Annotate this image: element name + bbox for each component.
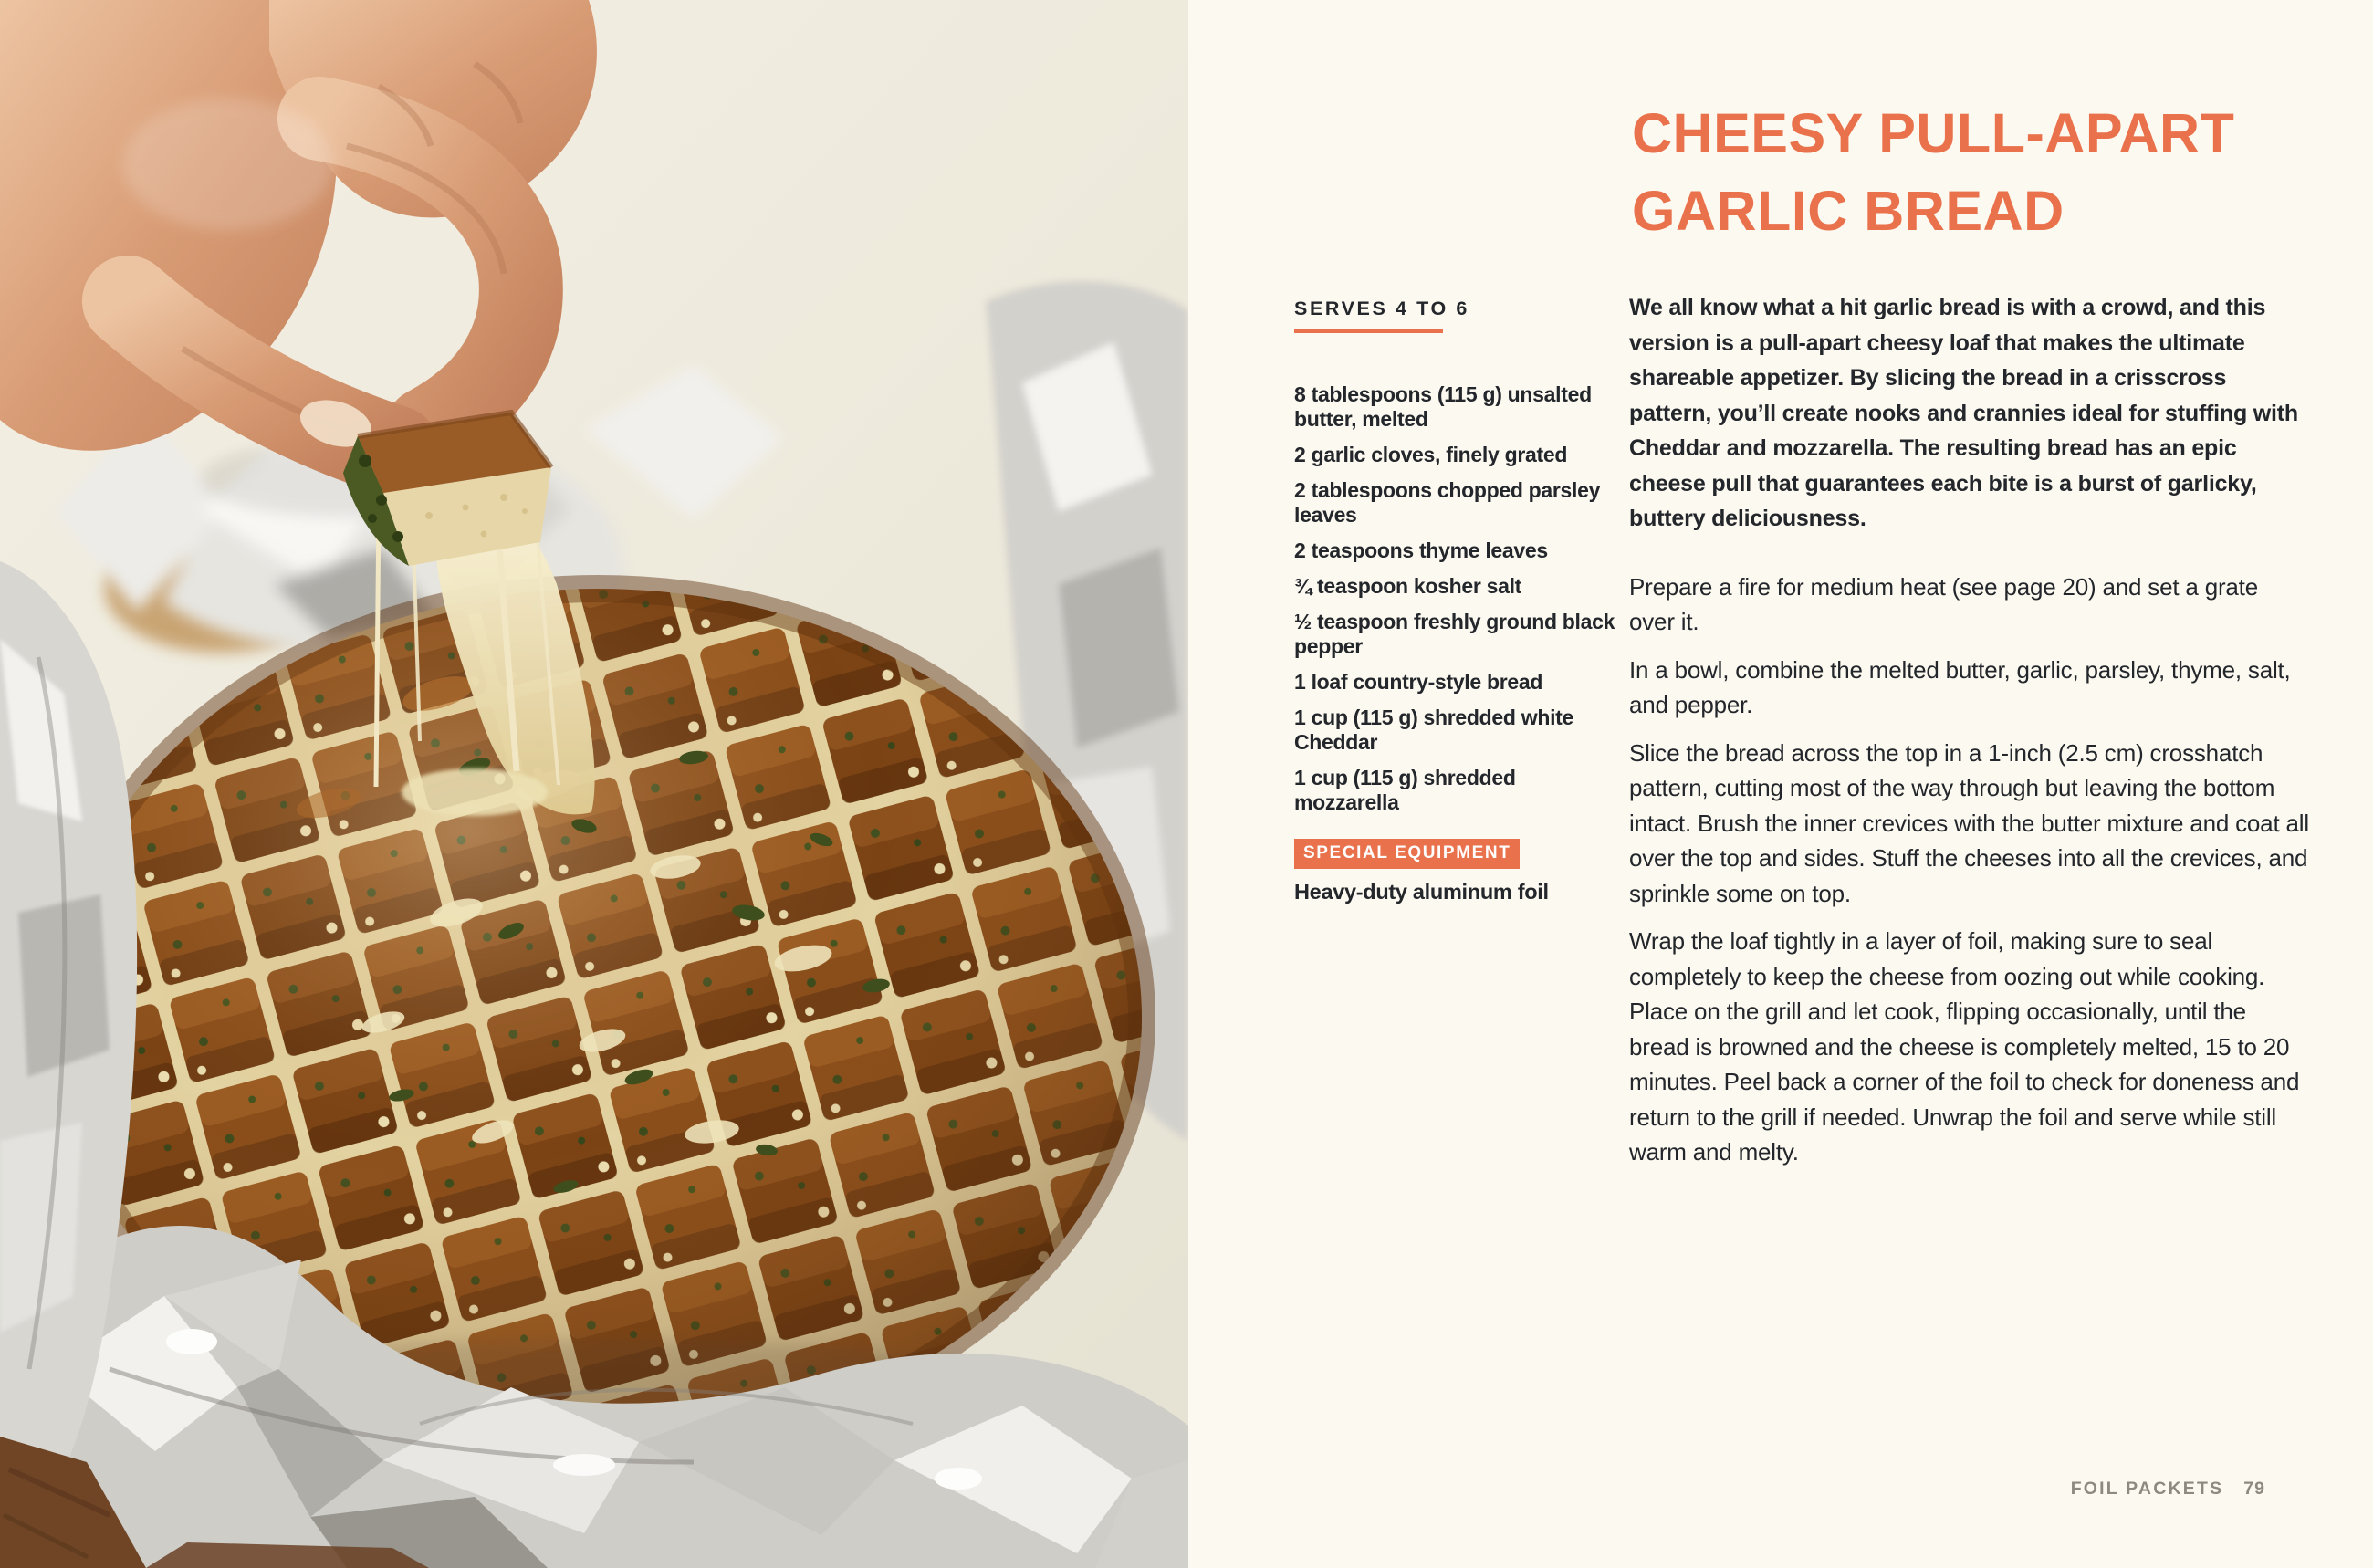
ingredient-item: 1 loaf country-style bread [1294, 669, 1543, 694]
special-equipment-item: Heavy-duty aluminum foil [1294, 879, 1549, 904]
page-footer: FOIL PACKETS 79 [2071, 1479, 2265, 1500]
method-column: We all know what a hit garlic bread is w… [1629, 290, 2309, 1183]
method-step: In a bowl, combine the melted butter, ga… [1629, 655, 2291, 719]
ingredient-item: 1 cup (115 g) shredded mozzarella [1294, 765, 1516, 814]
ingredient-item: 2 garlic cloves, finely grated [1294, 442, 1568, 466]
page-number: 79 [2243, 1479, 2265, 1499]
ingredients-column: SERVES 4 TO 6 8 tablespoons (115 g) unsa… [1294, 298, 1615, 904]
recipe-title-line1: CHEESY PULL-APART [1632, 102, 2235, 164]
skin-creases [181, 61, 524, 448]
ingredient-item: 1 cup (115 g) shredded white Cheddar [1294, 705, 1574, 754]
section-label: FOIL PACKETS [2070, 1479, 2224, 1499]
bread-cube-crumb [383, 467, 551, 566]
intro-paragraph: We all know what a hit garlic bread is w… [1629, 295, 2298, 531]
pulled-bread-piece [343, 409, 595, 816]
ingredient-item: 8 tablespoons (115 g) unsalted butter, m… [1294, 382, 1592, 431]
ingredients-list: 8 tablespoons (115 g) unsalted butter, m… [1294, 382, 1615, 815]
method-step: Prepare a fire for medium heat (see page… [1629, 572, 2258, 636]
herb-sprinkle [389, 750, 890, 1193]
ingredient-item: ½ teaspoon freshly ground black pepper [1294, 609, 1615, 658]
ingredient-item: 2 tablespoons chopped parsley leaves [1294, 477, 1601, 527]
method-step: Wrap the loaf tightly in a layer of foil… [1629, 927, 2300, 1166]
index-finger [277, 77, 563, 471]
bread-cube-crust [358, 413, 551, 493]
hand-highlight [123, 99, 333, 230]
recipe-photo [0, 0, 1188, 1568]
ingredient-item: 2 teaspoons thyme leaves [1294, 538, 1548, 562]
bread-cube-herbs [343, 436, 409, 566]
special-equipment-badge: SPECIAL EQUIPMENT [1294, 838, 1521, 869]
thumbnail [299, 400, 372, 447]
hand [0, 0, 597, 517]
method-step: Slice the bread across the top in a 1-in… [1629, 738, 2309, 907]
recipe-title-line2: GARLIC BREAD [1632, 180, 2065, 242]
serves-label: SERVES 4 TO 6 [1294, 298, 1469, 319]
foil-front [0, 561, 1188, 1568]
wooden-board [0, 1437, 429, 1568]
recipe-title: CHEESY PULL-APART GARLIC BREAD [1632, 95, 2326, 250]
photo-page [0, 0, 1188, 1568]
recipe-page: CHEESY PULL-APART GARLIC BREAD SERVES 4 T… [1188, 0, 2373, 1568]
ingredient-item: ¾ teaspoon kosher salt [1294, 573, 1522, 598]
accent-rule [1294, 329, 1443, 333]
